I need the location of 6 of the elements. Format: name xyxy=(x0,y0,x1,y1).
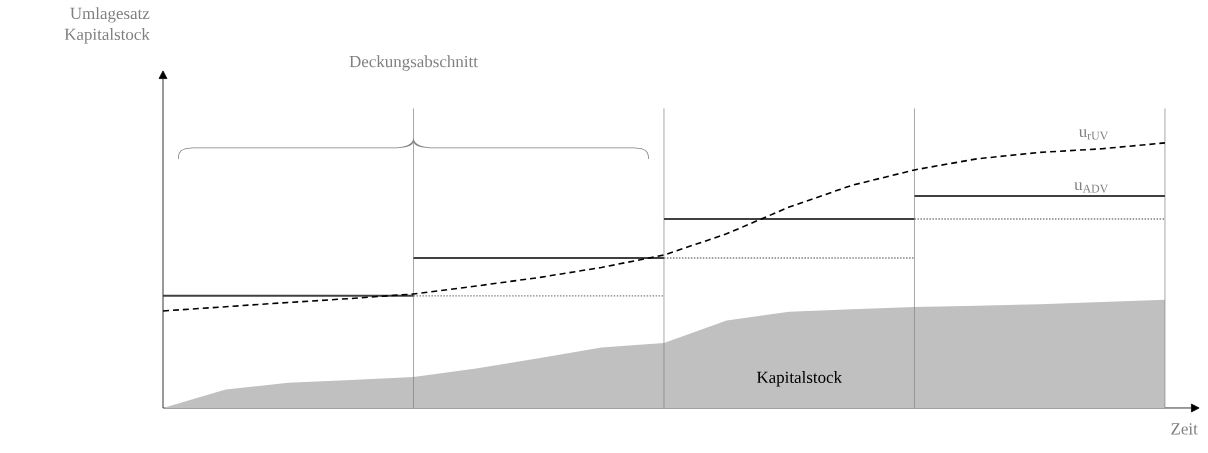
series-label: u$_{ADV}$ xyxy=(1074,182,1109,193)
x-axis-title: Zeit xyxy=(1171,423,1198,435)
series-label: u$_{rUV}$ xyxy=(1078,129,1109,140)
text: Umlagesatz Kapitalstock xyxy=(64,7,150,44)
text: Deckungsabschnitt xyxy=(349,55,478,71)
series-label: Kapitalstock xyxy=(756,371,843,387)
